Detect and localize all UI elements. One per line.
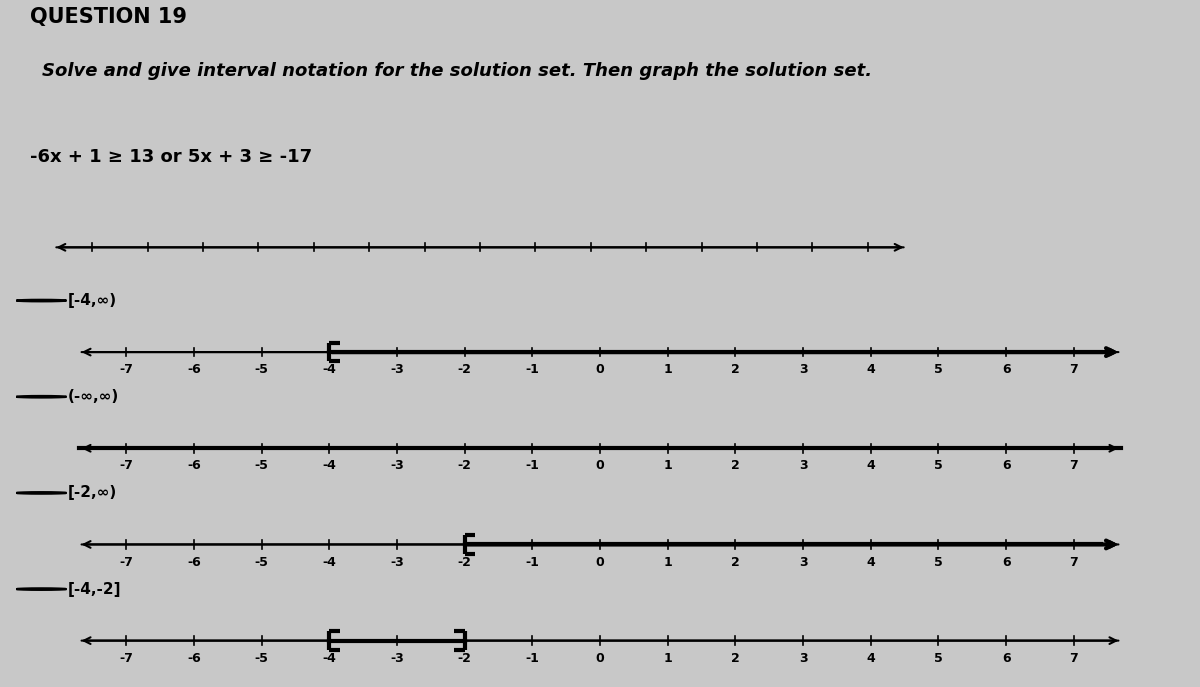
Text: -5: -5 (254, 363, 269, 376)
Text: -3: -3 (390, 460, 403, 473)
Text: 2: 2 (731, 363, 739, 376)
Text: 0: 0 (595, 652, 605, 665)
Text: 1: 1 (664, 556, 672, 569)
Text: -7: -7 (119, 556, 133, 569)
Text: 1: 1 (664, 652, 672, 665)
Text: -1: -1 (526, 460, 539, 473)
Text: -1: -1 (526, 652, 539, 665)
Text: 4: 4 (866, 460, 875, 473)
Text: 0: 0 (595, 363, 605, 376)
Text: 6: 6 (1002, 460, 1010, 473)
Text: 3: 3 (799, 556, 808, 569)
Text: 6: 6 (1002, 652, 1010, 665)
Text: -5: -5 (254, 652, 269, 665)
Text: -4: -4 (323, 460, 336, 473)
Text: 4: 4 (866, 652, 875, 665)
Text: -2: -2 (457, 652, 472, 665)
Text: 2: 2 (731, 556, 739, 569)
Text: -6: -6 (187, 556, 200, 569)
Text: -6: -6 (187, 460, 200, 473)
Text: -2: -2 (457, 363, 472, 376)
Text: -5: -5 (254, 460, 269, 473)
Text: 4: 4 (866, 363, 875, 376)
Text: QUESTION 19: QUESTION 19 (30, 7, 187, 27)
Text: -3: -3 (390, 652, 403, 665)
Text: -6: -6 (187, 652, 200, 665)
Text: -2: -2 (457, 556, 472, 569)
Text: -3: -3 (390, 556, 403, 569)
Text: [-2,∞): [-2,∞) (67, 486, 116, 500)
Text: 7: 7 (1069, 556, 1079, 569)
Text: -7: -7 (119, 460, 133, 473)
Text: -1: -1 (526, 363, 539, 376)
Text: 0: 0 (595, 556, 605, 569)
Text: -1: -1 (526, 556, 539, 569)
Text: -4: -4 (323, 363, 336, 376)
Text: Solve and give interval notation for the solution set. Then graph the solution s: Solve and give interval notation for the… (42, 62, 872, 80)
Text: -4: -4 (323, 652, 336, 665)
Text: 5: 5 (934, 556, 943, 569)
Text: -7: -7 (119, 363, 133, 376)
Text: [-4,∞): [-4,∞) (67, 293, 116, 308)
Text: -5: -5 (254, 556, 269, 569)
Text: [-4,-2]: [-4,-2] (67, 582, 121, 596)
Text: 0: 0 (595, 460, 605, 473)
Text: 2: 2 (731, 460, 739, 473)
Text: 4: 4 (866, 556, 875, 569)
Text: 5: 5 (934, 363, 943, 376)
Text: (-∞,∞): (-∞,∞) (67, 390, 119, 404)
Text: 3: 3 (799, 363, 808, 376)
Text: 7: 7 (1069, 460, 1079, 473)
Text: 7: 7 (1069, 363, 1079, 376)
Text: -4: -4 (323, 556, 336, 569)
Text: 3: 3 (799, 652, 808, 665)
Text: 6: 6 (1002, 556, 1010, 569)
Text: -7: -7 (119, 652, 133, 665)
Text: 5: 5 (934, 652, 943, 665)
Text: 2: 2 (731, 652, 739, 665)
Text: 3: 3 (799, 460, 808, 473)
Text: 1: 1 (664, 460, 672, 473)
Text: -6: -6 (187, 363, 200, 376)
Text: -2: -2 (457, 460, 472, 473)
Text: -6x + 1 ≥ 13 or 5x + 3 ≥ -17: -6x + 1 ≥ 13 or 5x + 3 ≥ -17 (30, 148, 312, 166)
Text: 5: 5 (934, 460, 943, 473)
Text: 6: 6 (1002, 363, 1010, 376)
Text: 7: 7 (1069, 652, 1079, 665)
Text: 1: 1 (664, 363, 672, 376)
Text: -3: -3 (390, 363, 403, 376)
